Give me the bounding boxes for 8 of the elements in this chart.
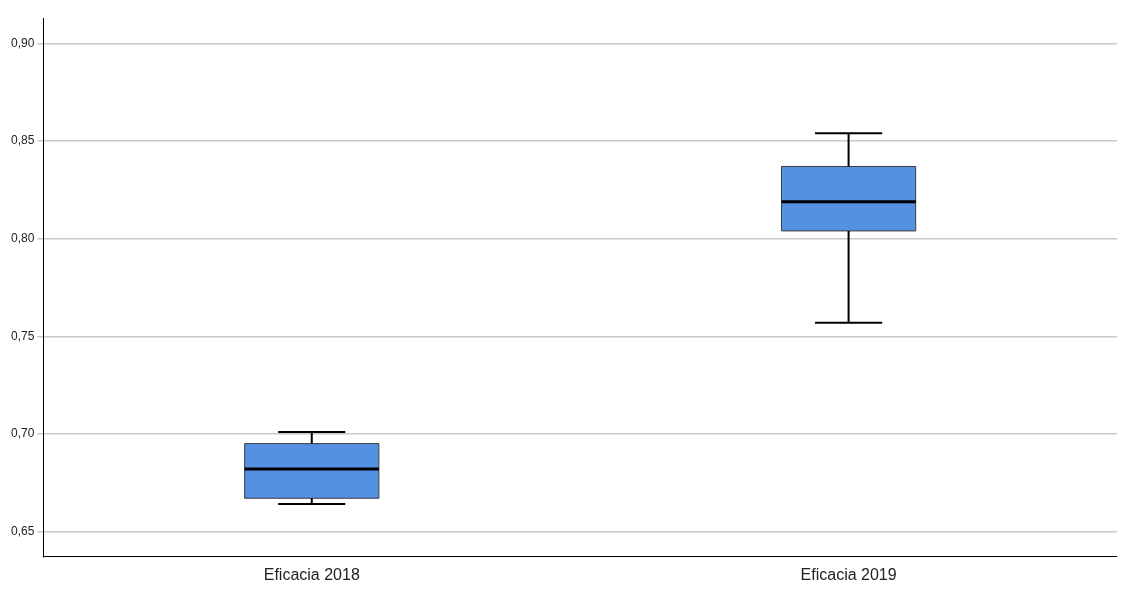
- y-tick-label: 0,65: [11, 523, 35, 538]
- y-tick-label: 0,75: [11, 328, 35, 343]
- y-tick-label: 0,70: [11, 426, 35, 441]
- x-tick-label: Eficacia 2018: [263, 565, 360, 583]
- y-tick-label: 0,90: [11, 35, 35, 50]
- x-tick-label: Eficacia 2019: [800, 565, 897, 583]
- y-tick-label: 0,80: [11, 231, 35, 246]
- y-tick-label: 0,85: [11, 133, 35, 148]
